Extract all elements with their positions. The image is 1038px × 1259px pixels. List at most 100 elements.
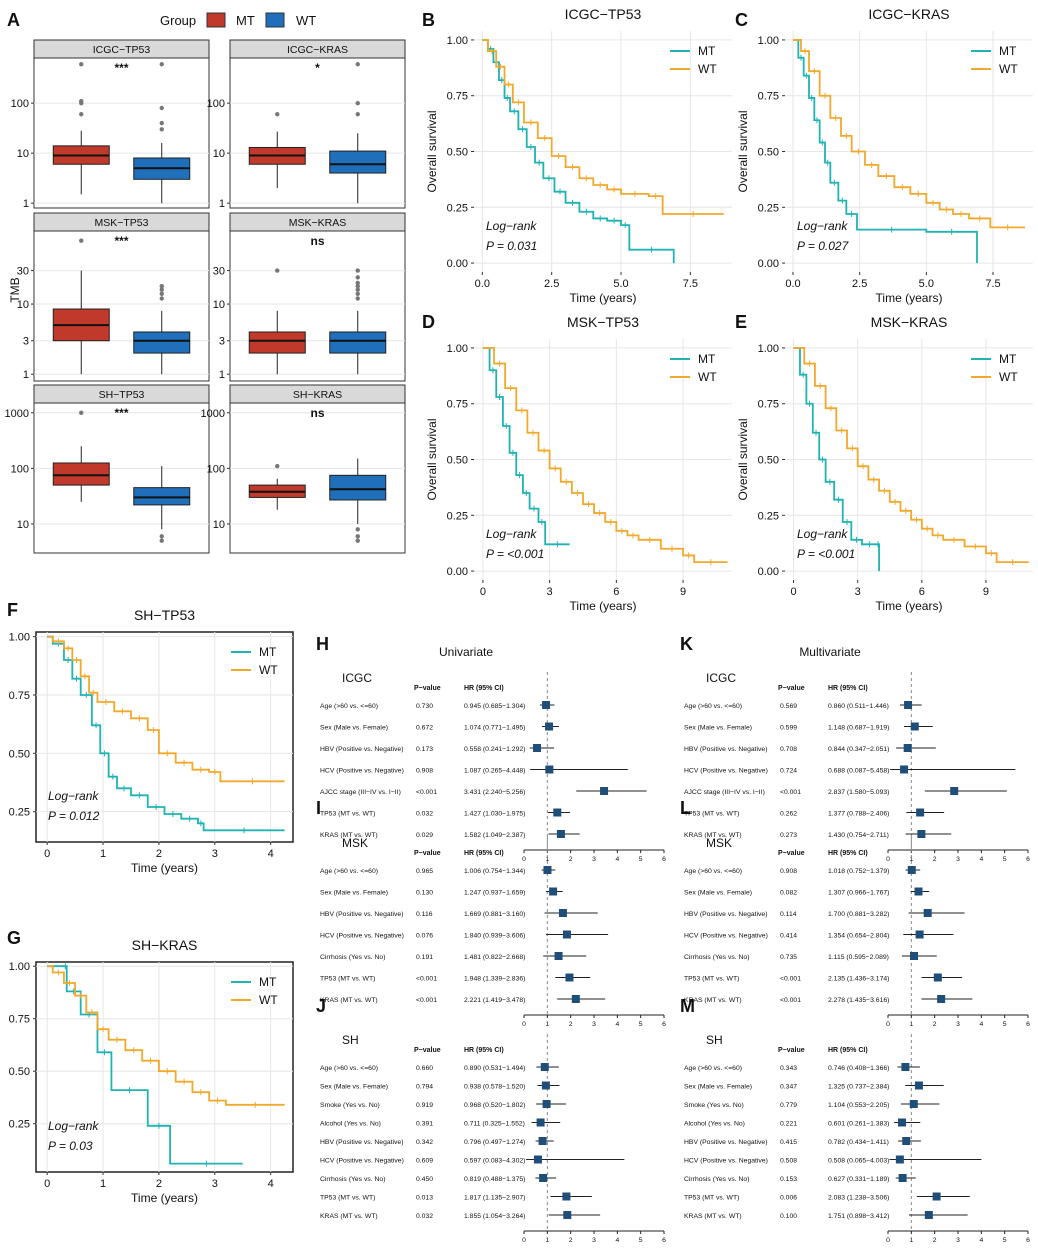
row-p-value: 0.153 [780, 1176, 797, 1183]
y-tick-label: 1 [23, 369, 29, 381]
outlier-point [355, 538, 360, 543]
y-tick-label: 1 [219, 369, 225, 381]
row-label: Age (>60 vs. <=60) [320, 703, 378, 710]
row-hr-ci: 0.508 (0.065−4.003) [828, 1158, 889, 1165]
outlier-point [159, 538, 164, 543]
hr-marker [565, 973, 574, 982]
row-p-value: <0.001 [780, 997, 801, 1004]
x-tick-label: 5 [1003, 1237, 1007, 1244]
hr-marker [554, 952, 563, 960]
forest-cohort: ICGC [706, 671, 736, 685]
outlier-point [355, 112, 360, 117]
box-ylabel: TMB [8, 277, 22, 302]
row-hr-ci: 1.817 (1.135−2.907) [464, 1195, 525, 1202]
x-tick-label: 3 [956, 1021, 960, 1028]
facet-icgc-tp53: ICGC−TP53 1 10 100 *** [11, 39, 210, 210]
hr-marker [600, 787, 609, 795]
row-hr-ci: 1.840 (0.939−3.606) [464, 933, 525, 940]
row-p-value: 0.708 [780, 746, 797, 753]
legend-label-mt: MT [999, 44, 1017, 58]
facet-panel [229, 230, 406, 382]
y-axis-label: Overall survival [0, 1026, 1, 1108]
x-axis-label: Time (years) [876, 291, 943, 305]
hr-marker [562, 930, 571, 939]
row-hr-ci: 0.890 (0.531−1.494) [464, 1065, 525, 1072]
row-hr-ci: 1.430 (0.754−2.711) [828, 832, 889, 839]
row-p-value: 0.794 [416, 1084, 433, 1091]
km-plot-g: 0.25 0.50 0.75 1.00 0 1 2 3 4 SH−KRAS Time (years)… [0, 937, 294, 1205]
y-tick-label: 100 [11, 463, 29, 475]
outlier-point [79, 112, 84, 117]
row-label: Age (>60 vs. <=60) [684, 703, 742, 710]
outlier-point [159, 127, 164, 132]
km-plot-c: 0.00 0.25 0.50 0.75 1.00 0.0 2.5 5.0 7.5 ICGC−KRA… [736, 6, 1033, 305]
km-plot-f: 0.25 0.50 0.75 1.00 0 1 2 3 4 SH−TP53 Time (years)… [0, 607, 294, 875]
p-value-label: P = 0.031 [486, 239, 537, 253]
row-label: Smoke (Yes vs. No) [320, 1102, 380, 1109]
survival-curve-mt [482, 39, 675, 264]
legend-label-wt: WT [999, 370, 1018, 384]
row-p-value: 0.032 [416, 811, 433, 818]
plot-title: MSK−TP53 [567, 314, 639, 330]
row-hr-ci: 0.938 (0.578−1.520) [464, 1084, 525, 1091]
panel-label-d: D [422, 312, 435, 332]
row-hr-ci: 1.018 (0.752−1.379) [828, 868, 889, 875]
row-label: Sex (Male vs. Female) [684, 890, 752, 897]
row-p-value: 0.660 [416, 1065, 433, 1072]
row-p-value: 0.114 [780, 911, 797, 918]
col-header-hr: HR (95% CI) [828, 685, 868, 692]
box-wt [329, 150, 387, 174]
y-tick-label: 1000 [5, 408, 29, 420]
legend-label-mt: MT [698, 44, 716, 58]
hr-marker [571, 995, 580, 1003]
outlier-point [355, 268, 360, 273]
x-tick-label: 6 [662, 856, 666, 863]
row-hr-ci: 2.135 (1.436−3.174) [828, 976, 889, 983]
x-tick-label: 2 [569, 856, 573, 863]
row-label: HCV (Positive vs. Negative) [320, 768, 404, 775]
x-axis-label: Time (years) [876, 599, 943, 613]
row-hr-ci: 1.006 (0.754−1.344) [464, 868, 525, 875]
x-tick-label: 0 [886, 1237, 890, 1244]
facet-icgc-kras: ICGC−KRAS 1 10 100 * [207, 39, 406, 210]
row-label: HCV (Positive vs. Negative) [684, 933, 768, 940]
hr-marker [533, 1155, 542, 1164]
plot-title: SH−KRAS [132, 937, 198, 953]
hr-marker [923, 909, 932, 917]
legend-label-mt: MT [999, 352, 1017, 366]
forest-plot-j: SH P−value HR (95% CI) Age (>60 vs. <=60) 0.… [320, 1033, 666, 1244]
row-p-value: <0.001 [416, 789, 437, 796]
survival-curve-mt [47, 965, 243, 1165]
survival-curve-wt [793, 347, 1029, 564]
y-tick-label: 30 [17, 266, 29, 278]
facet-title: SH−KRAS [293, 389, 342, 401]
hr-marker [915, 930, 924, 939]
outlier-point [79, 410, 84, 415]
row-p-value: 0.735 [780, 954, 797, 961]
survival-curve-mt [482, 347, 570, 546]
row-p-value: 0.450 [416, 1176, 433, 1183]
legend-label-mt: MT [259, 645, 277, 659]
row-label: HBV (Positive vs. Negative) [320, 1139, 403, 1146]
outlier-point [159, 120, 164, 126]
col-header-p: P−value [414, 685, 441, 692]
x-tick-label: 2.5 [852, 278, 867, 290]
row-hr-ci: 0.627 (0.331−1.189) [828, 1176, 889, 1183]
row-label: TP53 (MT vs. WT) [684, 1195, 739, 1202]
y-tick-label: 0.00 [758, 566, 779, 578]
row-hr-ci: 1.148 (0.687−1.919) [828, 725, 889, 732]
row-hr-ci: 1.325 (0.737−2.384) [828, 1084, 889, 1091]
row-hr-ci: 2.221 (1.419−3.478) [464, 997, 525, 1004]
y-tick-label: 0.25 [9, 1119, 30, 1131]
p-value-label: P = 0.012 [48, 809, 100, 823]
plot-title: MSK−KRAS [871, 314, 948, 330]
x-axis-label: Time (years) [131, 861, 198, 875]
x-tick-label: 5.0 [919, 278, 934, 290]
row-p-value: 0.965 [416, 868, 433, 875]
facet-title: ICGC−KRAS [287, 44, 348, 56]
forest-plot-h: Univariate ICGC P−value HR (95% CI) Age (>60… [320, 645, 666, 863]
x-tick-label: 1 [100, 848, 106, 860]
row-label: KRAS (MT vs. WT) [684, 1213, 742, 1220]
row-p-value: 0.130 [416, 890, 433, 897]
legend-swatch-mt [206, 12, 226, 28]
